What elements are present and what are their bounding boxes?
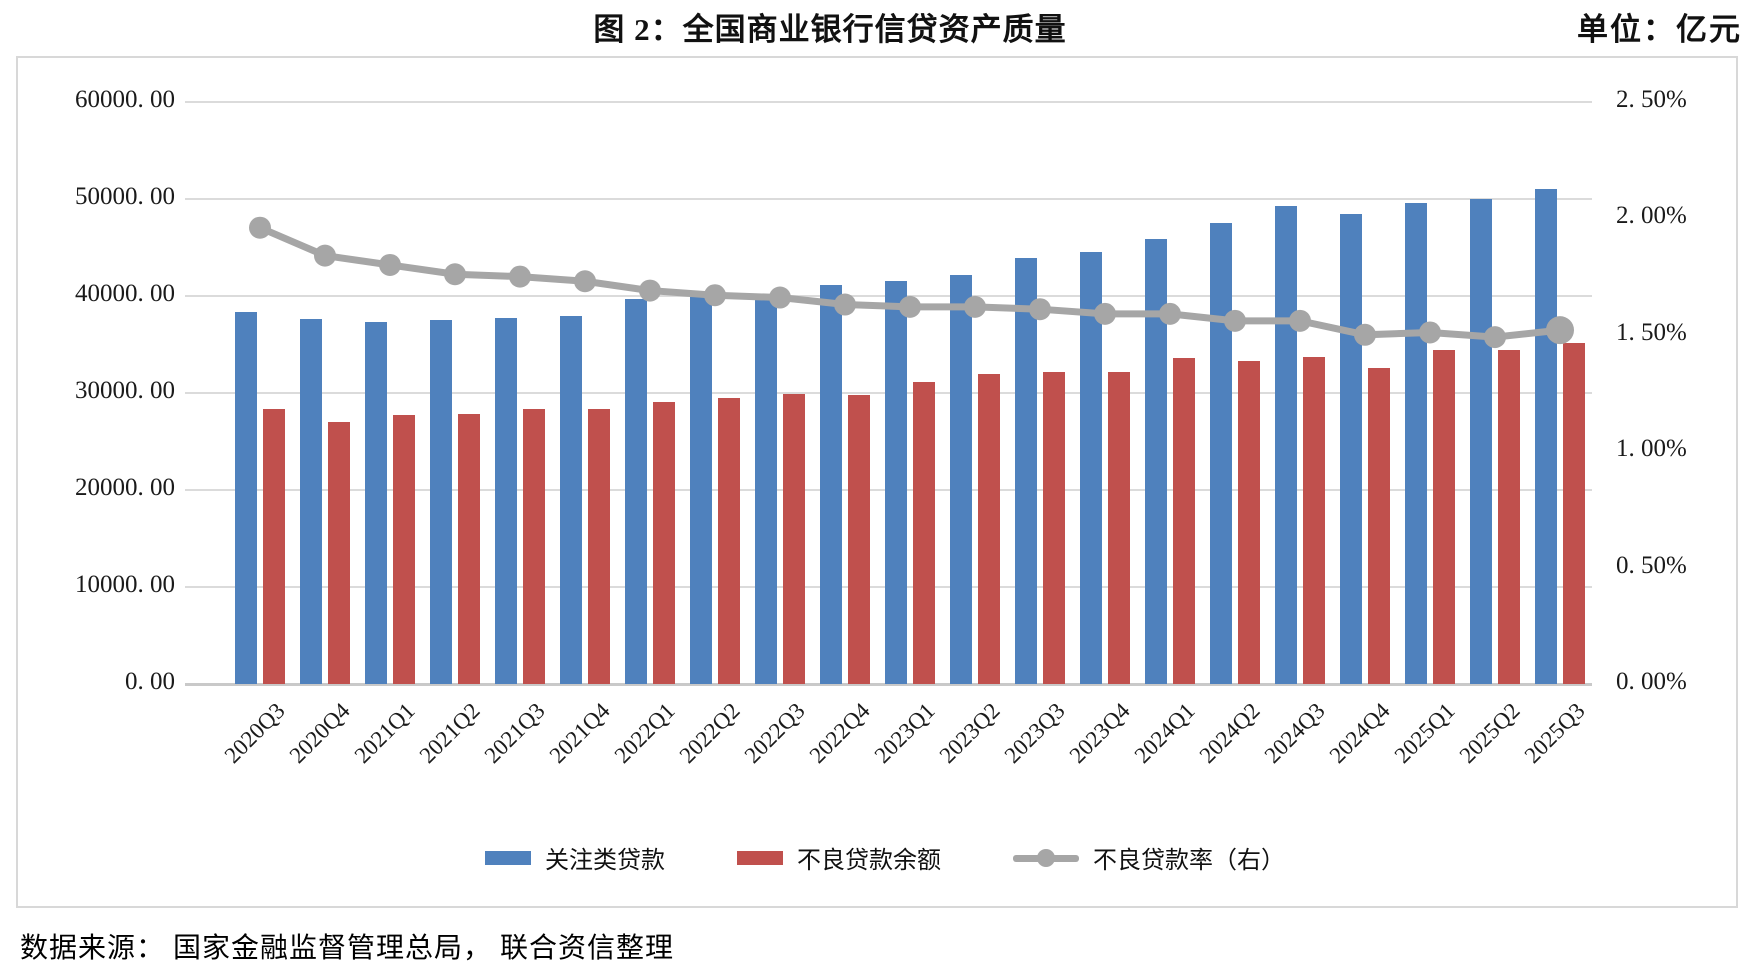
blue-bar	[885, 281, 907, 684]
red-bar	[458, 414, 480, 684]
red-bar	[718, 397, 740, 684]
red-bar	[913, 382, 935, 684]
red-bar	[1173, 358, 1195, 684]
blue-bar	[430, 320, 452, 684]
legend-label: 关注类贷款	[545, 848, 665, 874]
source-note: 数据来源： 国家金融监督管理总局， 联合资信整理	[20, 933, 675, 964]
blue-bar	[625, 298, 647, 684]
blue-bar	[820, 285, 842, 684]
blue-bar	[950, 274, 972, 684]
left-axis-tick-label: 10000. 00	[75, 571, 175, 598]
legend-item-npl-ratio: 不良贷款率（右）	[1013, 840, 1285, 875]
blue-bar	[1340, 213, 1362, 684]
blue-bar-swatch-icon	[485, 850, 531, 865]
red-bar	[588, 408, 610, 684]
right-axis-tick-label: 1. 50%	[1616, 318, 1687, 346]
blue-bar	[1470, 199, 1492, 684]
chart-legend: 关注类贷款 不良贷款余额 不良贷款率（右）	[0, 840, 1750, 875]
blue-bar	[690, 296, 712, 684]
red-bar	[1108, 371, 1130, 684]
blue-bar	[1145, 238, 1167, 684]
red-bar-swatch-icon	[737, 850, 783, 865]
left-axis-tick-label: 50000. 00	[75, 183, 175, 210]
unit-label: 单位：亿元	[1577, 12, 1742, 47]
left-axis-tick-label: 0. 00	[125, 668, 175, 695]
blue-bar	[365, 322, 387, 684]
red-bar	[263, 409, 285, 684]
blue-bar	[235, 311, 257, 684]
blue-bar	[300, 319, 322, 684]
gridline	[185, 101, 1592, 103]
blue-bar	[1535, 189, 1557, 684]
blue-bar	[1015, 258, 1037, 684]
red-bar	[1368, 367, 1390, 684]
gray-line-marker-icon	[1013, 848, 1079, 868]
blue-bar	[755, 297, 777, 684]
chart-title: 图 2：全国商业银行信贷资产质量	[593, 12, 1067, 47]
red-bar	[523, 409, 545, 684]
left-axis-tick-label: 40000. 00	[75, 280, 175, 307]
blue-bar	[560, 316, 582, 684]
red-bar	[1433, 350, 1455, 684]
gridline	[185, 198, 1592, 200]
left-axis-tick-label: 60000. 00	[75, 86, 175, 113]
legend-item-special-mention: 关注类贷款	[485, 840, 665, 875]
red-bar	[978, 373, 1000, 684]
left-axis-tick-label: 30000. 00	[75, 377, 175, 404]
right-axis-tick-label: 2. 00%	[1616, 202, 1687, 230]
red-bar	[328, 422, 350, 684]
red-bar	[393, 415, 415, 684]
blue-bar	[1405, 202, 1427, 684]
red-bar	[848, 394, 870, 684]
right-axis-tick-label: 0. 00%	[1616, 668, 1687, 695]
right-axis-tick-label: 2. 50%	[1616, 86, 1687, 113]
red-bar	[1238, 360, 1260, 684]
x-axis-line	[185, 683, 1592, 686]
legend-item-npl-balance: 不良贷款余额	[737, 840, 941, 875]
right-axis-tick-label: 0. 50%	[1616, 551, 1687, 579]
red-bar	[1498, 350, 1520, 684]
right-axis-tick-label: 1. 00%	[1616, 435, 1687, 463]
legend-label: 不良贷款率（右）	[1093, 848, 1285, 874]
blue-bar	[495, 318, 517, 684]
blue-bar	[1080, 252, 1102, 684]
left-axis-tick-label: 20000. 00	[75, 474, 175, 501]
blue-bar	[1275, 205, 1297, 684]
legend-label: 不良贷款余额	[797, 848, 941, 874]
blue-bar	[1210, 223, 1232, 684]
red-bar	[1303, 357, 1325, 684]
red-bar	[783, 393, 805, 684]
red-bar	[653, 401, 675, 684]
red-bar	[1563, 342, 1585, 684]
red-bar	[1043, 371, 1065, 684]
